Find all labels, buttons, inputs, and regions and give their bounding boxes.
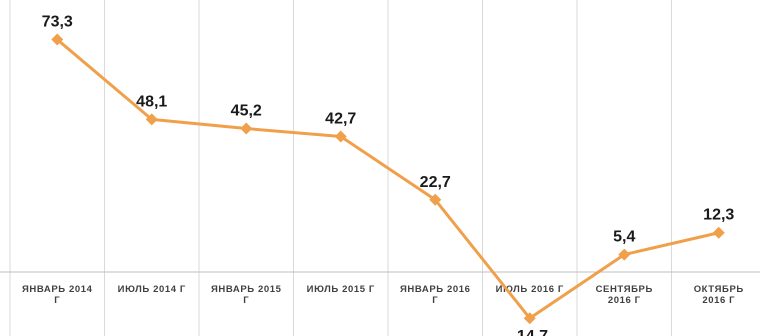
x-tick-label: ЯНВАРЬ 2016 Г — [400, 284, 470, 306]
data-label: 42,7 — [325, 110, 356, 127]
data-point-marker — [712, 226, 725, 239]
x-tick-label: ОКТЯБРЬ 2016 Г — [694, 284, 744, 306]
x-tick-label: ИЮЛЬ 2015 Г — [307, 284, 375, 295]
data-point-marker — [334, 130, 347, 143]
data-point-marker — [429, 193, 442, 206]
data-label: 22,7 — [420, 174, 451, 191]
data-label: 45,2 — [231, 103, 262, 120]
data-label: -14,7 — [512, 328, 549, 336]
data-point-marker — [145, 113, 158, 126]
series-markers — [51, 33, 725, 325]
x-tick-label: СЕНТЯБРЬ 2016 Г — [596, 284, 653, 306]
data-labels: 73,3 48,1 45,2 42,7 22,7 -14,7 5,4 12,3 — [42, 14, 735, 336]
x-tick-label: ИЮЛЬ 2014 Г — [118, 284, 186, 295]
series-line — [56, 38, 720, 320]
data-label: 12,3 — [703, 207, 734, 224]
data-point-marker — [618, 248, 631, 261]
x-tick-label: ЯНВАРЬ 2015 Г — [211, 284, 282, 306]
data-label: 48,1 — [136, 93, 167, 110]
data-label: 73,3 — [42, 14, 73, 31]
data-point-marker — [240, 122, 253, 135]
x-tick-label: ЯНВАРЬ 2014 Г — [22, 284, 93, 306]
data-point-marker — [51, 33, 64, 46]
x-axis-tick-labels: ЯНВАРЬ 2014 Г ИЮЛЬ 2014 Г ЯНВАРЬ 2015 Г ИЮЛЬ … — [22, 284, 744, 306]
data-label: 5,4 — [613, 229, 635, 246]
x-tick-label: ИЮЛЬ 2016 Г — [496, 284, 564, 295]
data-point-marker — [523, 312, 536, 325]
